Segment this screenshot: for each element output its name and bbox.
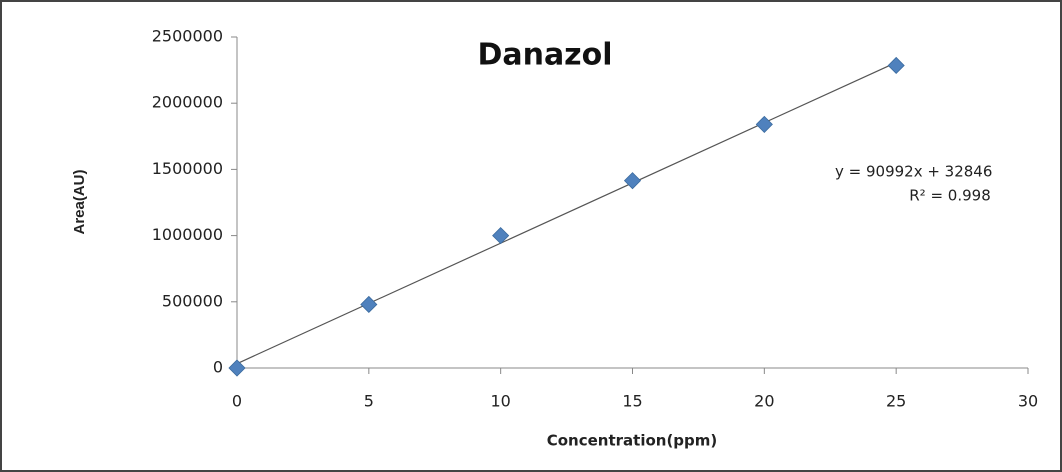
- data-point: [492, 227, 510, 245]
- r-squared: R² = 0.998: [909, 187, 990, 205]
- y-tick-label: 500000: [162, 291, 223, 310]
- y-tick-label: 1000000: [152, 225, 223, 244]
- trendline-equation: y = 90992x + 32846: [835, 163, 992, 181]
- x-tick-label: 5: [364, 392, 374, 411]
- trendline: [236, 61, 897, 365]
- x-tick-label: 20: [754, 392, 774, 411]
- data-point: [755, 115, 773, 133]
- y-axis-label: Area(AU): [71, 169, 88, 234]
- x-tick-label: 30: [1018, 392, 1038, 411]
- data-point: [360, 295, 378, 314]
- x-tick-label: 10: [490, 392, 510, 411]
- y-tick-label: 2500000: [152, 27, 223, 46]
- x-axis-label: Concentration(ppm): [547, 432, 718, 450]
- x-tick-label: 0: [232, 392, 242, 411]
- y-tick-label: 1500000: [152, 159, 223, 178]
- data-point: [623, 172, 642, 190]
- data-point: [887, 56, 905, 75]
- data-point: [228, 359, 246, 377]
- y-tick-label: 0: [213, 358, 223, 377]
- y-tick-label: 2000000: [152, 93, 223, 112]
- chart-title: Danazol: [477, 38, 612, 73]
- x-tick-label: 25: [886, 392, 906, 411]
- x-tick-label: 15: [622, 392, 642, 411]
